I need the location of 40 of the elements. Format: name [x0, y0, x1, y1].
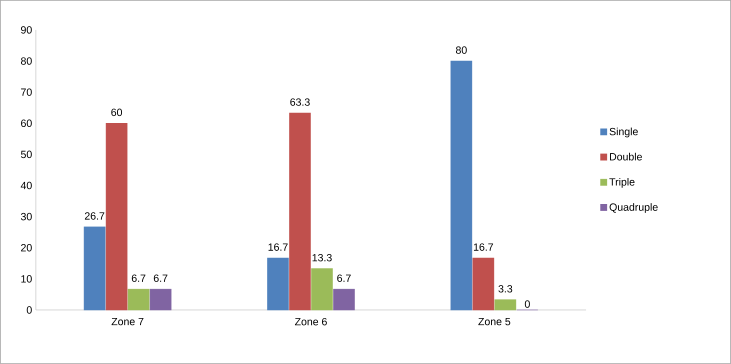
y-tick-label: 40 — [20, 182, 32, 190]
bar — [450, 60, 472, 310]
bar — [106, 123, 128, 310]
data-label: 6.7 — [337, 274, 351, 282]
bar — [128, 288, 150, 310]
legend-label: Double — [610, 152, 642, 161]
bar — [333, 288, 355, 310]
x-tick-label: Zone 7 — [112, 318, 144, 326]
bar — [494, 299, 516, 310]
y-tick-label: 80 — [20, 57, 32, 65]
y-tick-label: 20 — [21, 244, 32, 252]
legend-label: Triple — [609, 178, 635, 188]
bar — [472, 258, 494, 310]
data-label: 16.7 — [268, 243, 288, 251]
bar — [289, 112, 311, 310]
data-label: 6.7 — [154, 274, 168, 282]
y-tick-label: 10 — [21, 275, 32, 283]
data-label: 80 — [456, 46, 467, 54]
x-tick-label: Zone 6 — [294, 318, 327, 326]
data-label: 60 — [111, 108, 122, 116]
data-label: 0 — [524, 300, 530, 308]
y-tick-label: 50 — [20, 150, 32, 158]
data-label: 3.3 — [498, 285, 512, 293]
bar — [84, 226, 106, 310]
y-tick-label: 30 — [20, 212, 32, 220]
data-label: 16.7 — [474, 243, 494, 251]
y-tick-label: 90 — [21, 26, 32, 34]
bar — [150, 288, 172, 310]
y-tick-label: 0 — [26, 306, 32, 314]
data-label: 63.3 — [290, 98, 310, 106]
data-label: 6.7 — [132, 274, 146, 282]
legend-label: Quadruple — [610, 203, 658, 213]
bar — [267, 258, 289, 310]
data-label: 13.3 — [312, 254, 332, 262]
y-tick-label: 70 — [21, 88, 32, 96]
legend-label: Single — [610, 128, 638, 138]
x-tick-label: Zone 5 — [478, 318, 510, 326]
y-tick-label: 60 — [21, 120, 32, 128]
bar — [311, 268, 333, 310]
data-label: 26.7 — [84, 212, 104, 220]
